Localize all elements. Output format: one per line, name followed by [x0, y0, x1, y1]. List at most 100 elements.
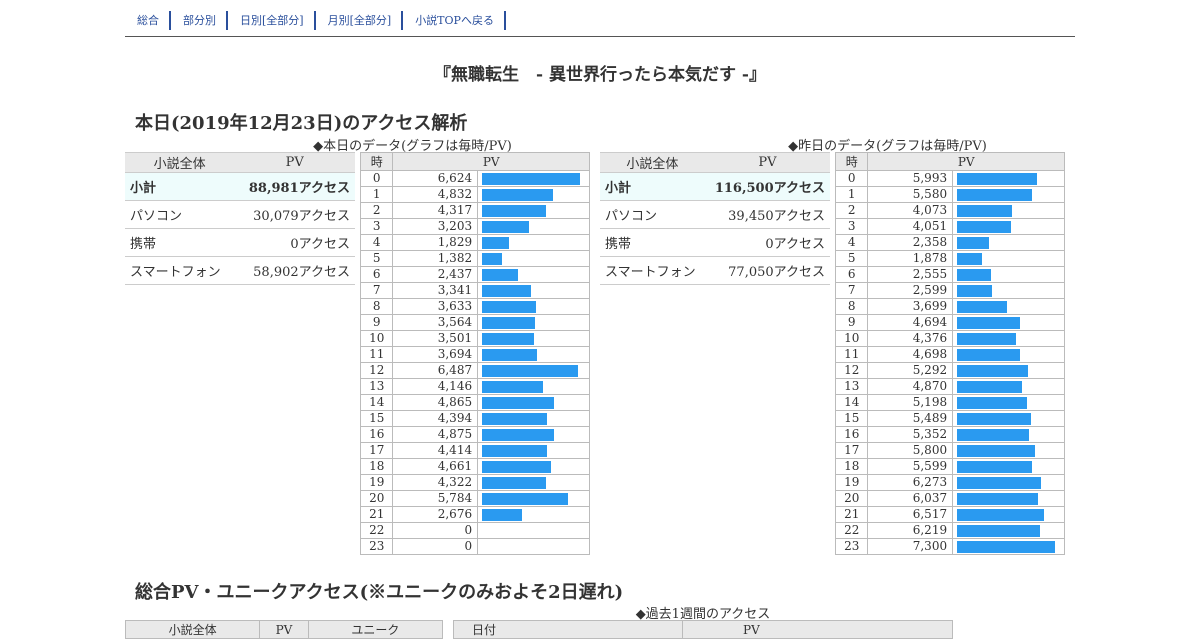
pv-bar	[482, 476, 547, 489]
bar-cell	[952, 234, 1065, 251]
row-label: スマートフォン	[125, 256, 235, 285]
bar-cell	[477, 458, 590, 475]
bar-cell	[952, 538, 1065, 555]
pv-cell: 3,203	[392, 218, 479, 235]
bar-cell	[952, 506, 1065, 523]
pv-bar	[482, 364, 579, 377]
pv-bar	[482, 204, 547, 217]
pv-cell: 4,051	[867, 218, 954, 235]
bar-cell	[952, 282, 1065, 299]
bar-cell	[952, 442, 1065, 459]
pv-bar	[957, 300, 1008, 313]
hourly-row: 11 3,694	[359, 346, 590, 363]
bar-cell	[477, 218, 590, 235]
pv-cell: 4,322	[392, 474, 479, 491]
today-hourly-table: 時 PV 0 6,624 1 4,832 2 4,317 3 3,203 4 1,829 5 1,38…	[359, 152, 590, 555]
hour-cell: 18	[834, 458, 869, 475]
hour-cell: 7	[834, 282, 869, 299]
pv-cell: 6,517	[867, 506, 954, 523]
bar-cell	[952, 458, 1065, 475]
pv-cell: 2,358	[867, 234, 954, 251]
bar-cell	[952, 170, 1065, 187]
row-value: 77,050アクセス	[704, 256, 830, 285]
pv-cell: 6,624	[392, 170, 479, 187]
nav-link-daily-all[interactable]: 日別[全部分]	[228, 11, 316, 30]
pv-cell: 1,878	[867, 250, 954, 267]
pv-cell: 4,661	[392, 458, 479, 475]
pv-cell: 3,633	[392, 298, 479, 315]
pv-cell: 6,219	[867, 522, 954, 539]
bar-cell	[477, 490, 590, 507]
hour-cell: 11	[359, 346, 394, 363]
pv-cell: 5,292	[867, 362, 954, 379]
pv-bar	[957, 524, 1041, 537]
pv-cell: 3,501	[392, 330, 479, 347]
today-summary-table: 小説全体 PV 小計 88,981アクセス パソコン 30,079アクセス 携帯…	[125, 152, 355, 285]
nav-link-back-to-novel-top[interactable]: 小説TOPへ戻る	[403, 11, 506, 30]
column-header: PV	[392, 152, 590, 171]
pv-bar	[957, 492, 1039, 505]
pv-bar	[957, 332, 1017, 345]
pv-cell: 3,699	[867, 298, 954, 315]
hour-cell: 8	[359, 298, 394, 315]
hourly-row: 19 6,273	[834, 474, 1065, 491]
hourly-row: 7 2,599	[834, 282, 1065, 299]
hourly-row: 1 4,832	[359, 186, 590, 203]
bar-cell	[952, 266, 1065, 283]
bar-cell	[477, 250, 590, 267]
pv-bar	[482, 300, 537, 313]
pv-bar	[957, 508, 1045, 521]
pv-cell: 5,599	[867, 458, 954, 475]
hour-cell: 0	[834, 170, 869, 187]
pv-bar	[482, 236, 510, 249]
hour-cell: 2	[359, 202, 394, 219]
row-label: 小計	[600, 172, 705, 201]
pv-cell: 5,198	[867, 394, 954, 411]
yesterday-summary-table: 小説全体 PV 小計 116,500アクセス パソコン 39,450アクセス 携…	[600, 152, 830, 285]
hour-cell: 20	[834, 490, 869, 507]
pv-bar	[957, 284, 993, 297]
hourly-row: 11 4,698	[834, 346, 1065, 363]
hourly-row: 9 3,564	[359, 314, 590, 331]
bar-cell	[477, 410, 590, 427]
pv-cell: 2,555	[867, 266, 954, 283]
hourly-row: 13 4,146	[359, 378, 590, 395]
pv-bar	[482, 348, 538, 361]
hourly-row: 4 1,829	[359, 234, 590, 251]
row-value: 58,902アクセス	[234, 256, 355, 285]
nav-link-monthly-all[interactable]: 月別[全部分]	[316, 11, 404, 30]
hourly-row: 14 4,865	[359, 394, 590, 411]
nav-link-overall[interactable]: 総合	[125, 11, 171, 30]
hour-cell: 12	[359, 362, 394, 379]
pv-cell: 4,073	[867, 202, 954, 219]
bar-cell	[952, 314, 1065, 331]
hourly-row: 2 4,073	[834, 202, 1065, 219]
hourly-row: 5 1,878	[834, 250, 1065, 267]
hour-cell: 4	[359, 234, 394, 251]
hour-cell: 0	[359, 170, 394, 187]
pv-bar	[957, 380, 1023, 393]
hourly-row: 1 5,580	[834, 186, 1065, 203]
hour-cell: 14	[359, 394, 394, 411]
hour-cell: 8	[834, 298, 869, 315]
hour-cell: 4	[834, 234, 869, 251]
row-value: 0アクセス	[234, 228, 355, 257]
bar-cell	[477, 538, 590, 555]
hourly-row: 18 5,599	[834, 458, 1065, 475]
bar-cell	[952, 410, 1065, 427]
bar-cell	[477, 378, 590, 395]
hour-cell: 13	[834, 378, 869, 395]
pv-bar	[957, 204, 1013, 217]
bar-cell	[952, 186, 1065, 203]
pv-cell: 4,865	[392, 394, 479, 411]
pv-bar	[957, 172, 1038, 185]
hourly-row: 22 0	[359, 522, 590, 539]
table-row: スマートフォン 77,050アクセス	[600, 256, 830, 285]
pv-cell: 4,317	[392, 202, 479, 219]
column-header: 小説全体	[600, 152, 705, 173]
hour-cell: 23	[834, 538, 869, 555]
hour-cell: 15	[359, 410, 394, 427]
hourly-row: 2 4,317	[359, 202, 590, 219]
nav-link-by-part[interactable]: 部分別	[171, 11, 228, 30]
bar-cell	[477, 234, 590, 251]
